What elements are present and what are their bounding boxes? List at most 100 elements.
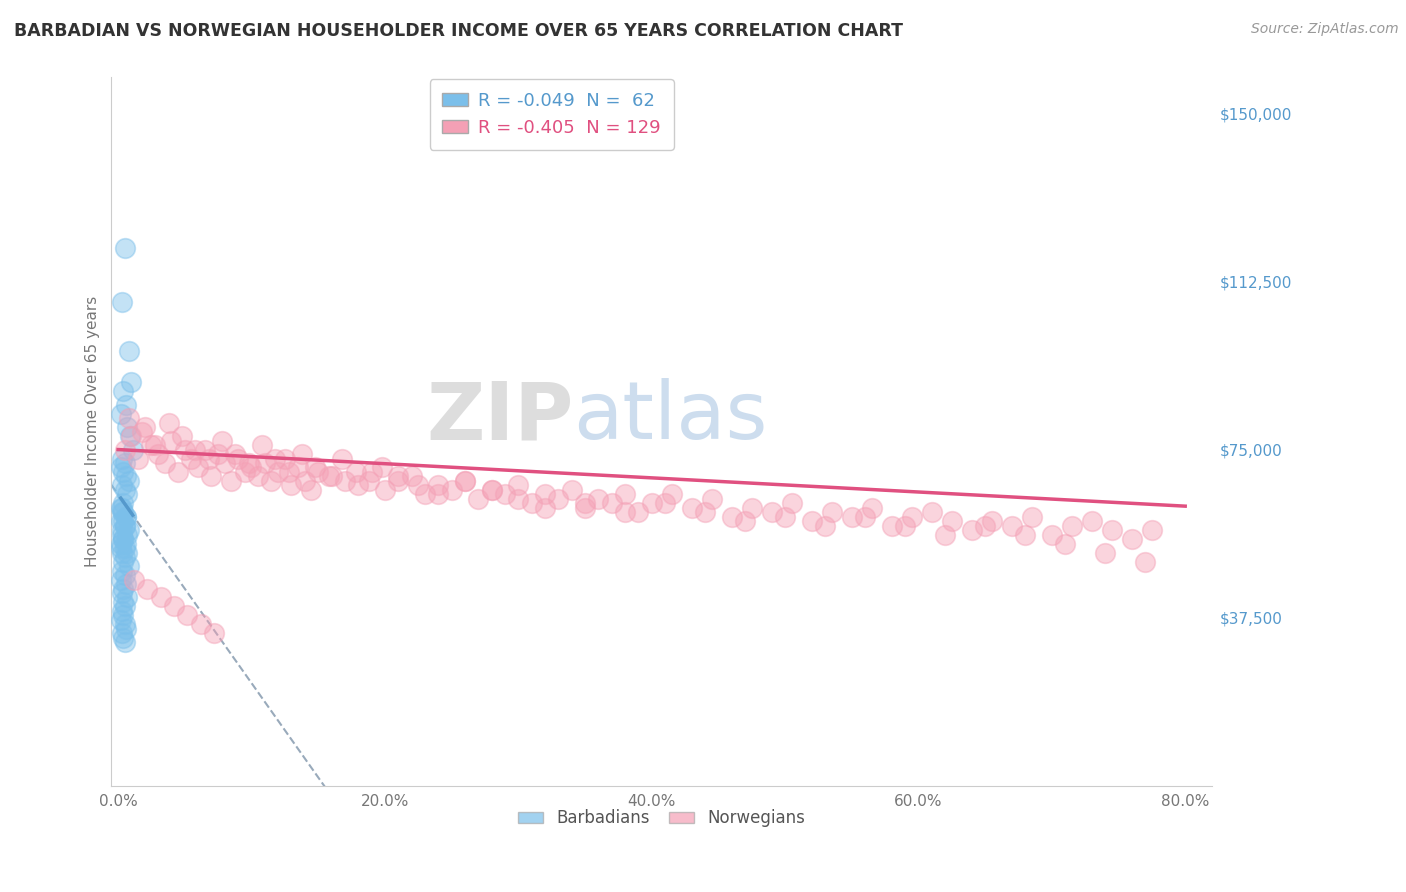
- Point: [387, 474, 409, 488]
- Point: [145, 438, 167, 452]
- Point: [114, 635, 136, 649]
- Point: [941, 514, 963, 528]
- Point: [110, 460, 132, 475]
- Point: [287, 460, 309, 475]
- Point: [267, 465, 290, 479]
- Point: [588, 491, 610, 506]
- Point: [112, 532, 135, 546]
- Point: [406, 478, 429, 492]
- Point: [520, 496, 543, 510]
- Point: [149, 591, 172, 605]
- Point: [574, 496, 596, 510]
- Point: [120, 376, 142, 390]
- Point: [187, 460, 209, 475]
- Point: [401, 469, 423, 483]
- Point: [280, 478, 302, 492]
- Point: [481, 483, 503, 497]
- Point: [127, 451, 149, 466]
- Point: [454, 474, 477, 488]
- Point: [1014, 527, 1036, 541]
- Point: [117, 420, 139, 434]
- Point: [467, 491, 489, 506]
- Point: [481, 483, 503, 497]
- Point: [110, 613, 132, 627]
- Point: [112, 555, 135, 569]
- Point: [880, 518, 903, 533]
- Point: [508, 478, 530, 492]
- Point: [1081, 514, 1104, 528]
- Point: [112, 608, 135, 623]
- Point: [111, 586, 134, 600]
- Point: [120, 429, 142, 443]
- Point: [173, 442, 195, 457]
- Point: [613, 505, 636, 519]
- Point: [118, 411, 141, 425]
- Point: [347, 478, 370, 492]
- Point: [821, 505, 844, 519]
- Point: [120, 429, 142, 443]
- Point: [115, 398, 138, 412]
- Text: BARBADIAN VS NORWEGIAN HOUSEHOLDER INCOME OVER 65 YEARS CORRELATION CHART: BARBADIAN VS NORWEGIAN HOUSEHOLDER INCOM…: [14, 22, 903, 40]
- Point: [853, 509, 876, 524]
- Point: [321, 469, 343, 483]
- Point: [1060, 518, 1083, 533]
- Point: [131, 425, 153, 439]
- Point: [115, 469, 138, 483]
- Text: atlas: atlas: [574, 378, 768, 457]
- Point: [741, 500, 763, 515]
- Point: [226, 451, 249, 466]
- Point: [980, 514, 1002, 528]
- Point: [894, 518, 917, 533]
- Point: [413, 487, 436, 501]
- Point: [111, 626, 134, 640]
- Point: [427, 478, 450, 492]
- Point: [640, 496, 662, 510]
- Point: [197, 451, 219, 466]
- Point: [112, 532, 135, 546]
- Point: [111, 523, 134, 537]
- Point: [118, 559, 141, 574]
- Point: [172, 429, 194, 443]
- Point: [600, 496, 623, 510]
- Point: [146, 447, 169, 461]
- Point: [693, 505, 716, 519]
- Point: [202, 626, 225, 640]
- Point: [800, 514, 823, 528]
- Point: [114, 456, 136, 470]
- Point: [1094, 546, 1116, 560]
- Point: [921, 505, 943, 519]
- Point: [720, 509, 742, 524]
- Text: ZIP: ZIP: [426, 378, 574, 457]
- Point: [274, 451, 297, 466]
- Point: [110, 541, 132, 556]
- Point: [114, 442, 136, 457]
- Point: [627, 505, 650, 519]
- Point: [111, 527, 134, 541]
- Point: [454, 474, 477, 488]
- Point: [301, 483, 323, 497]
- Point: [233, 465, 256, 479]
- Point: [240, 460, 263, 475]
- Point: [111, 451, 134, 466]
- Point: [508, 491, 530, 506]
- Point: [1140, 523, 1163, 537]
- Point: [250, 438, 273, 452]
- Point: [494, 487, 516, 501]
- Point: [330, 451, 353, 466]
- Point: [134, 420, 156, 434]
- Point: [534, 487, 557, 501]
- Point: [112, 505, 135, 519]
- Point: [114, 550, 136, 565]
- Point: [333, 474, 356, 488]
- Point: [207, 447, 229, 461]
- Point: [654, 496, 676, 510]
- Point: [180, 451, 202, 466]
- Point: [114, 617, 136, 632]
- Point: [318, 469, 340, 483]
- Point: [291, 447, 314, 461]
- Point: [277, 465, 299, 479]
- Point: [111, 500, 134, 515]
- Point: [360, 465, 382, 479]
- Point: [211, 434, 233, 448]
- Point: [111, 564, 134, 578]
